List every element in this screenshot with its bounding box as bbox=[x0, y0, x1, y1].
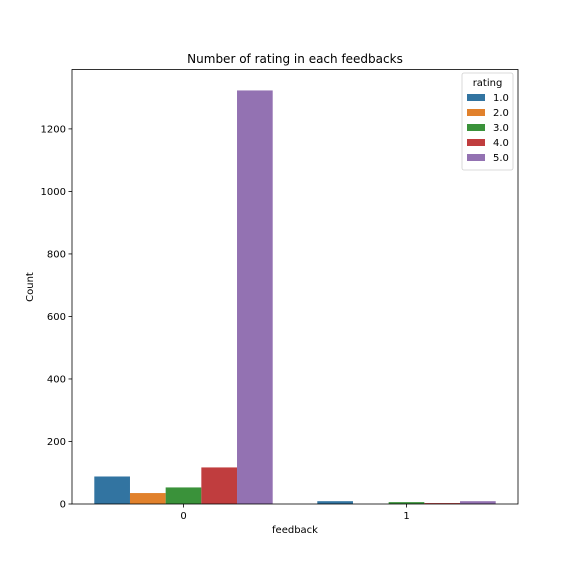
plot-frame bbox=[71, 69, 519, 505]
y-tick-label: 400 bbox=[47, 374, 66, 385]
legend-swatch-1.0 bbox=[467, 94, 485, 101]
legend-swatch-3.0 bbox=[467, 124, 485, 131]
bar-rating-2.0-feedback-0 bbox=[129, 493, 166, 504]
legend-title: rating bbox=[473, 78, 503, 89]
legend-label-4.0: 4.0 bbox=[493, 138, 509, 149]
y-tick-label: 1200 bbox=[41, 124, 66, 135]
legend-swatch-5.0 bbox=[467, 154, 485, 161]
bar-rating-1.0-feedback-0 bbox=[94, 476, 130, 504]
bar-rating-1.0-feedback-1 bbox=[317, 501, 353, 504]
bar-rating-4.0-feedback-1 bbox=[424, 503, 461, 504]
bar-rating-3.0-feedback-1 bbox=[388, 502, 425, 504]
y-tick-label: 600 bbox=[47, 312, 66, 323]
bar-rating-5.0-feedback-1 bbox=[460, 501, 496, 504]
y-axis: 0 200 400 600 800 1000 1200 bbox=[41, 124, 72, 511]
y-axis-label: Count bbox=[25, 272, 36, 302]
y-tick-label: 1000 bbox=[41, 187, 66, 198]
legend-label-3.0: 3.0 bbox=[493, 123, 509, 134]
legend-swatch-4.0 bbox=[467, 139, 485, 146]
x-axis-label: feedback bbox=[272, 525, 318, 536]
legend: rating 1.0 2.0 3.0 4.0 5.0 bbox=[461, 72, 514, 171]
x-tick-label: 0 bbox=[180, 511, 186, 522]
legend-swatch-2.0 bbox=[467, 109, 485, 116]
bar-rating-3.0-feedback-0 bbox=[165, 487, 202, 504]
legend-label-1.0: 1.0 bbox=[493, 93, 509, 104]
y-tick-label: 0 bbox=[60, 500, 66, 511]
bar-rating-4.0-feedback-0 bbox=[201, 467, 238, 504]
chart-title: Number of rating in each feedbacks bbox=[187, 52, 403, 66]
x-tick-label: 1 bbox=[403, 511, 409, 522]
legend-label-5.0: 5.0 bbox=[493, 153, 509, 164]
legend-label-2.0: 2.0 bbox=[493, 108, 509, 119]
bar-rating-5.0-feedback-0 bbox=[237, 90, 273, 504]
y-tick-label: 200 bbox=[47, 437, 66, 448]
y-tick-label: 800 bbox=[47, 249, 66, 260]
